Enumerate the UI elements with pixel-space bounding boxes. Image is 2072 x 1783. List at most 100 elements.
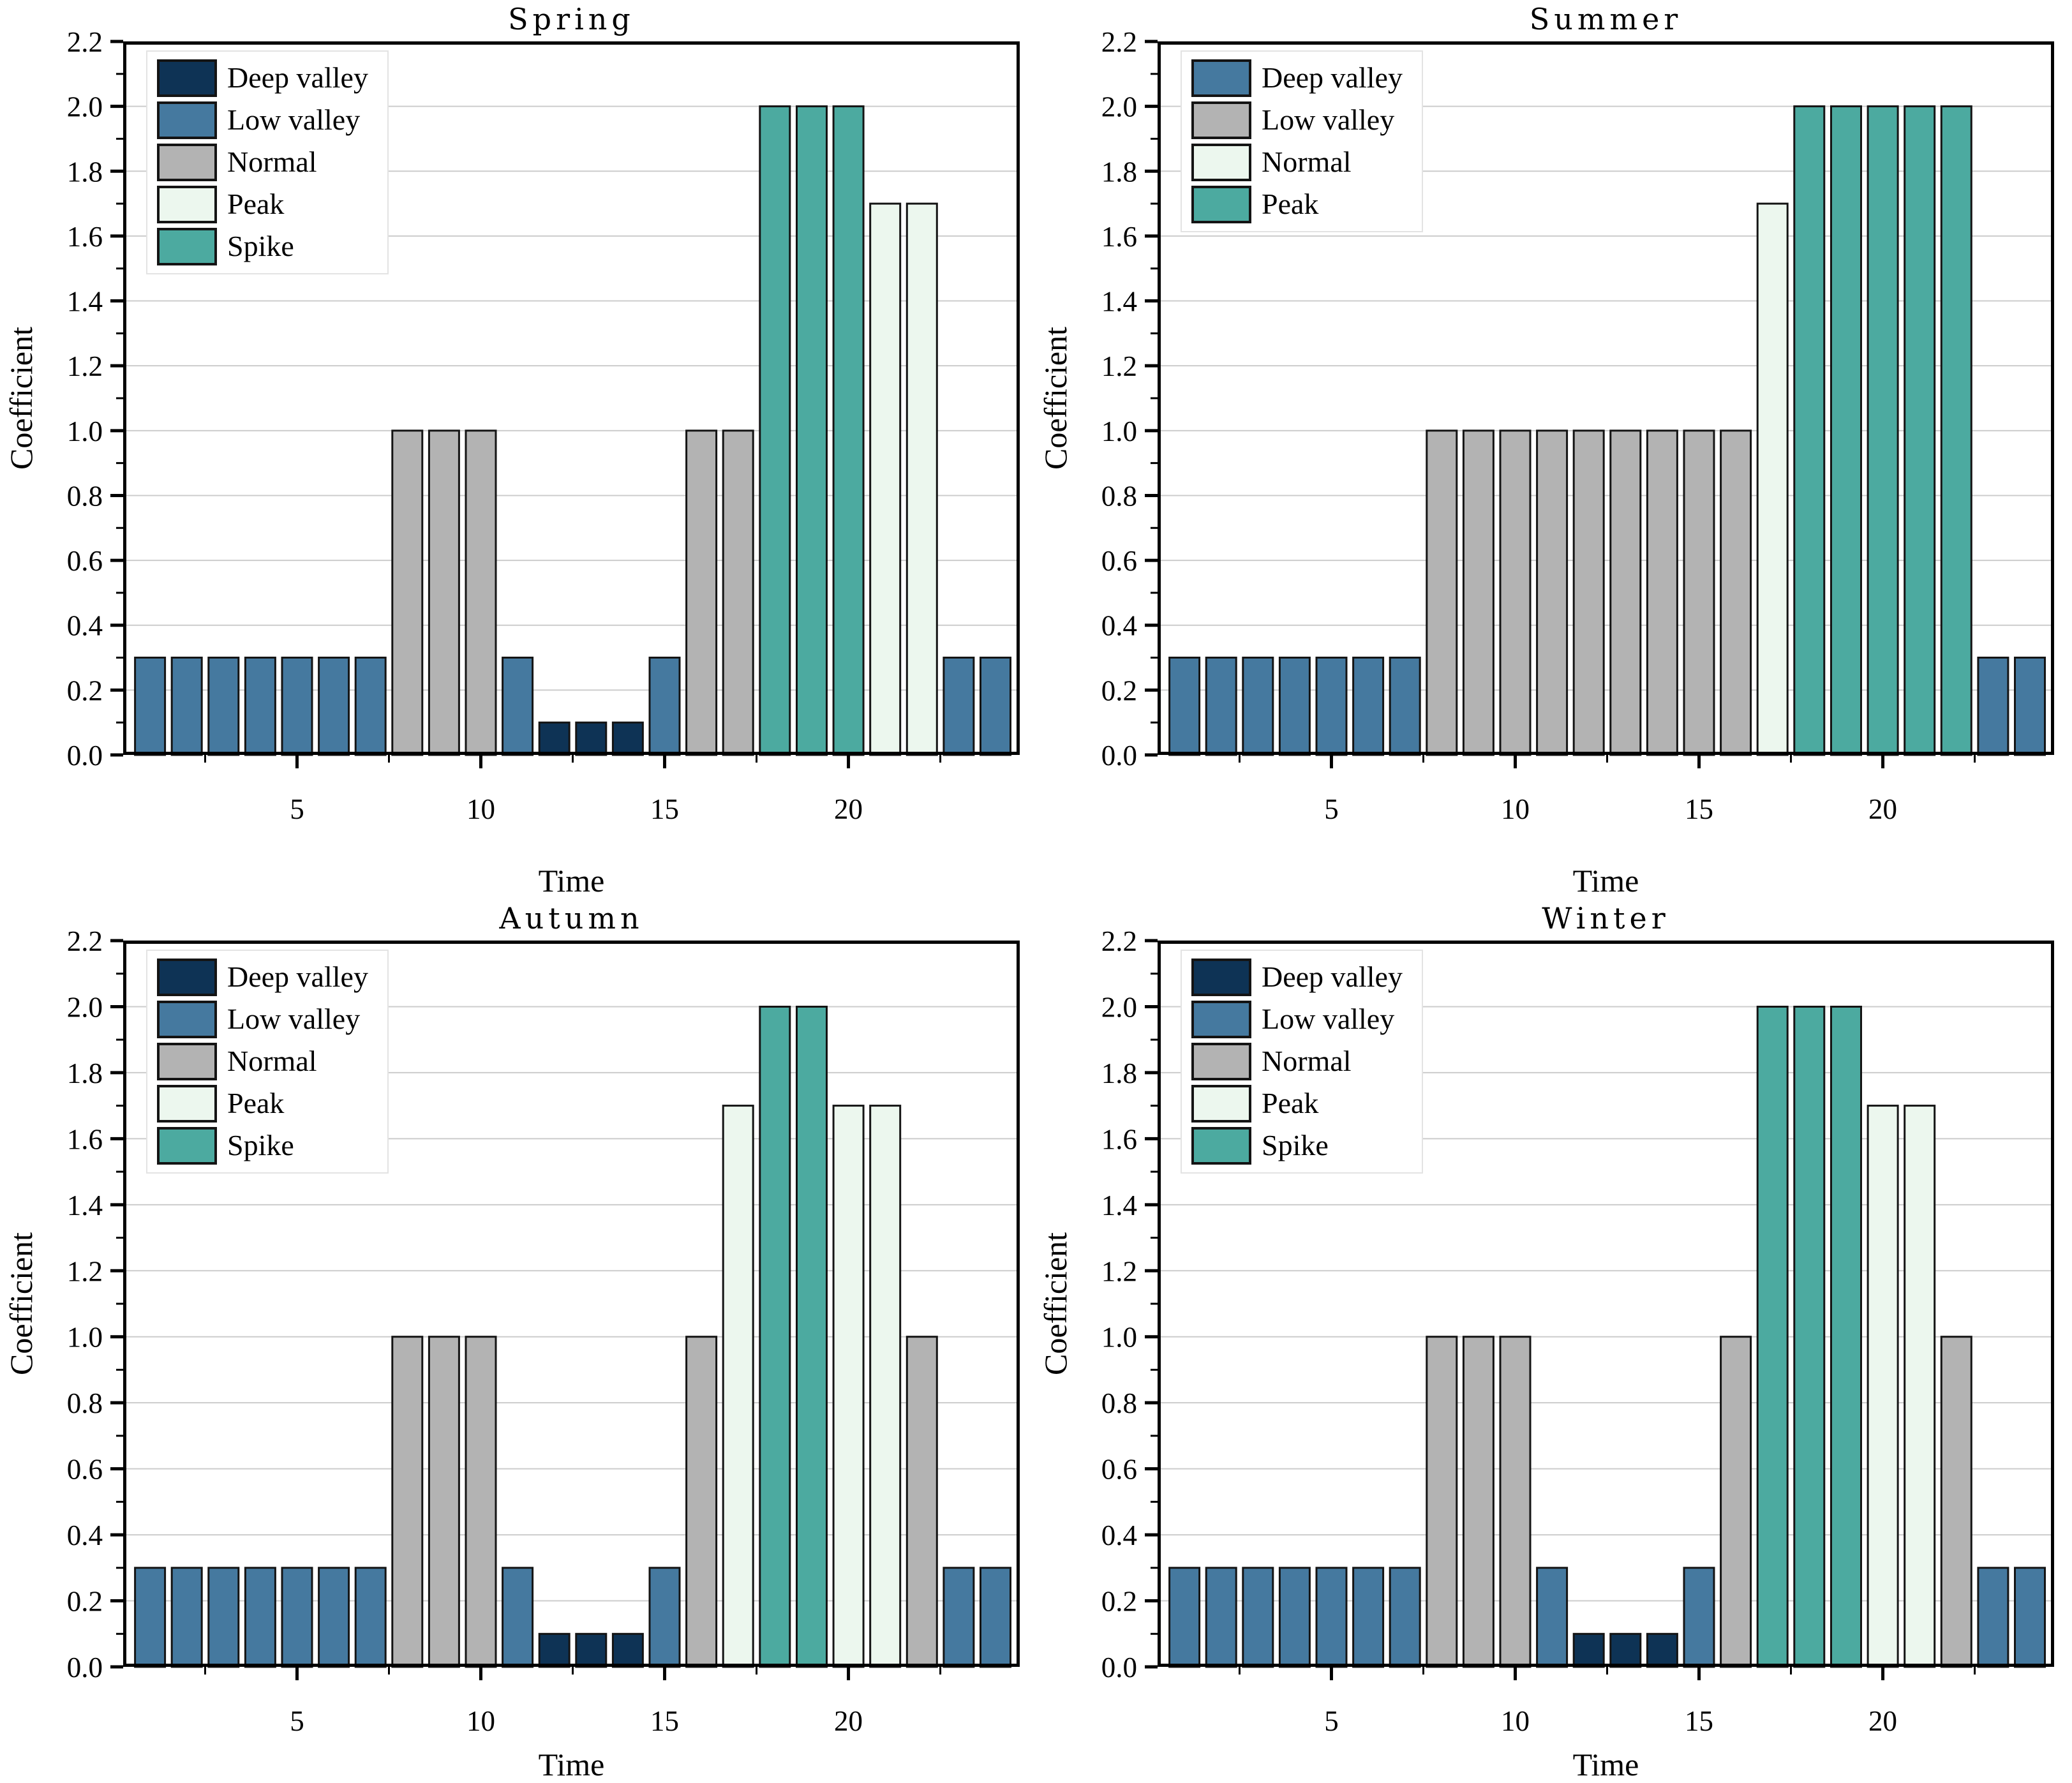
y-tick-label: 1.8 [1101, 156, 1137, 188]
bar-hour-19 [1830, 105, 1862, 756]
legend-swatch-normal [1191, 144, 1251, 181]
chart-title-summer: Summer [1529, 2, 1683, 36]
bar-hour-15 [1683, 429, 1715, 756]
y-tick-label: 0.0 [1101, 740, 1137, 772]
y-tick-label: 2.0 [1101, 91, 1137, 123]
y-tick-label: 0.4 [1101, 610, 1137, 642]
legend-entry: Spike [157, 1127, 368, 1165]
bar-hour-22 [906, 1336, 938, 1668]
bar-hour-19 [1830, 1006, 1862, 1668]
y-tick-label: 1.0 [67, 415, 103, 447]
axes-box [1158, 41, 2054, 755]
x-axis-label: Time [1572, 1747, 1639, 1782]
x-axis-label: Time [538, 1747, 605, 1782]
y-tick-label: 1.2 [67, 350, 103, 382]
y-tick-label: 2.2 [67, 26, 103, 58]
bar-hour-5 [281, 657, 313, 756]
bar-hour-2 [1205, 657, 1237, 756]
y-axis-label-wrap: Coefficient [1036, 41, 1075, 755]
y-tick-label: 1.2 [67, 1255, 103, 1287]
subplot-summer: Summer Coefficient 0.0 0.2 0.4 0.6 0.8 1.0 1.2… [1038, 2, 2054, 899]
legend-label: Low valley [1262, 103, 1395, 137]
legend-label: Low valley [227, 103, 361, 137]
bar-hour-22 [1940, 105, 1972, 756]
y-tick-label: 1.8 [67, 1057, 103, 1089]
bar-hour-14 [611, 721, 644, 756]
bar-hour-22 [906, 202, 938, 756]
legend-swatch-deep-valley [1191, 59, 1251, 97]
bar-hour-14 [1646, 1632, 1678, 1668]
bar-hour-8 [1426, 1336, 1458, 1668]
y-tick-label: 0.6 [67, 1454, 103, 1486]
legend-entry: Low valley [1191, 101, 1403, 139]
y-tick-label: 1.4 [1101, 1190, 1137, 1221]
legend-entry: Deep valley [157, 59, 368, 97]
bar-hour-1 [1168, 657, 1201, 756]
legend-swatch-peak [157, 1085, 217, 1123]
chart-title-winter: Winter [1542, 901, 1670, 936]
bar-hour-7 [1389, 657, 1421, 756]
y-tick-label: 0.4 [67, 610, 103, 642]
bar-hour-21 [869, 202, 902, 756]
y-tick-label: 1.2 [1101, 1255, 1137, 1287]
y-axis-label: Coefficient [1038, 1232, 1073, 1375]
bar-hour-7 [1389, 1567, 1421, 1668]
legend-entry: Low valley [157, 1001, 368, 1038]
bar-hour-15 [648, 657, 681, 756]
bar-hour-20 [832, 1105, 865, 1668]
legend-entry: Normal [1191, 144, 1403, 181]
legend-swatch-normal [157, 144, 217, 181]
bar-hour-5 [1315, 1567, 1348, 1668]
bar-hour-20 [1867, 1105, 1899, 1668]
bar-hour-6 [318, 657, 350, 756]
bar-hour-18 [759, 105, 791, 756]
bar-hour-24 [980, 657, 1011, 756]
y-tick-label: 1.6 [1101, 221, 1137, 253]
legend-swatch-peak [1191, 186, 1251, 223]
bar-hour-3 [1242, 657, 1274, 756]
bar-hour-1 [134, 657, 167, 756]
chart-canvas-autumn: 0.0 0.2 0.4 0.6 0.8 1.0 1.2 1.4 1.6 1.8 2.0 2.2 5 10 1… [67, 925, 1020, 1737]
chart-canvas-spring: 0.0 0.2 0.4 0.6 0.8 1.0 1.2 1.4 1.6 1.8 2.0 2.2 5 10 1… [67, 26, 1020, 825]
legend-entry: Deep valley [1191, 59, 1403, 97]
legend-entry: Peak [1191, 1085, 1403, 1123]
y-tick-label: 0.0 [67, 740, 103, 772]
bar-hour-3 [1242, 1567, 1274, 1668]
bar-hour-24 [2014, 657, 2046, 756]
legend-entry: Peak [157, 186, 368, 223]
x-tick-label: 10 [466, 793, 495, 825]
y-tick-label: 0.6 [67, 545, 103, 577]
legend-entry: Peak [1191, 186, 1403, 223]
bar-hour-13 [575, 721, 607, 756]
bar-hour-9 [428, 429, 460, 756]
bar-hour-21 [1904, 105, 1936, 756]
y-tick-label: 1.6 [1101, 1123, 1137, 1155]
bar-hour-23 [943, 657, 975, 756]
legend-swatch-deep-valley [157, 959, 217, 996]
legend-entry: Normal [157, 1043, 368, 1080]
bar-hour-1 [1168, 1567, 1201, 1668]
legend-swatch-peak [157, 186, 217, 223]
bar-hour-17 [1756, 1006, 1789, 1668]
x-tick-label: 5 [1324, 793, 1339, 825]
bar-hour-22 [1940, 1336, 1972, 1668]
legend-label: Normal [227, 1045, 317, 1078]
y-axis-label: Coefficient [3, 1232, 39, 1375]
y-tick-label: 0.2 [1101, 1586, 1137, 1618]
bar-hour-11 [502, 1567, 534, 1668]
bar-hour-23 [943, 1567, 975, 1668]
bar-hour-3 [207, 657, 240, 756]
y-axis-label-wrap: Coefficient [2, 941, 40, 1667]
legend-swatch-low-valley [1191, 101, 1251, 139]
legend-entry: Normal [1191, 1043, 1403, 1080]
y-tick-label: 1.4 [67, 1190, 103, 1221]
bar-hour-20 [832, 105, 865, 756]
legend-label: Low valley [1262, 1003, 1395, 1036]
legend-swatch-normal [1191, 1043, 1251, 1080]
bar-hour-10 [1499, 1336, 1532, 1668]
bar-hour-6 [1352, 1567, 1385, 1668]
x-tick-label: 20 [834, 1705, 863, 1737]
x-tick-label: 10 [466, 1705, 495, 1737]
bar-hour-21 [1904, 1105, 1936, 1668]
